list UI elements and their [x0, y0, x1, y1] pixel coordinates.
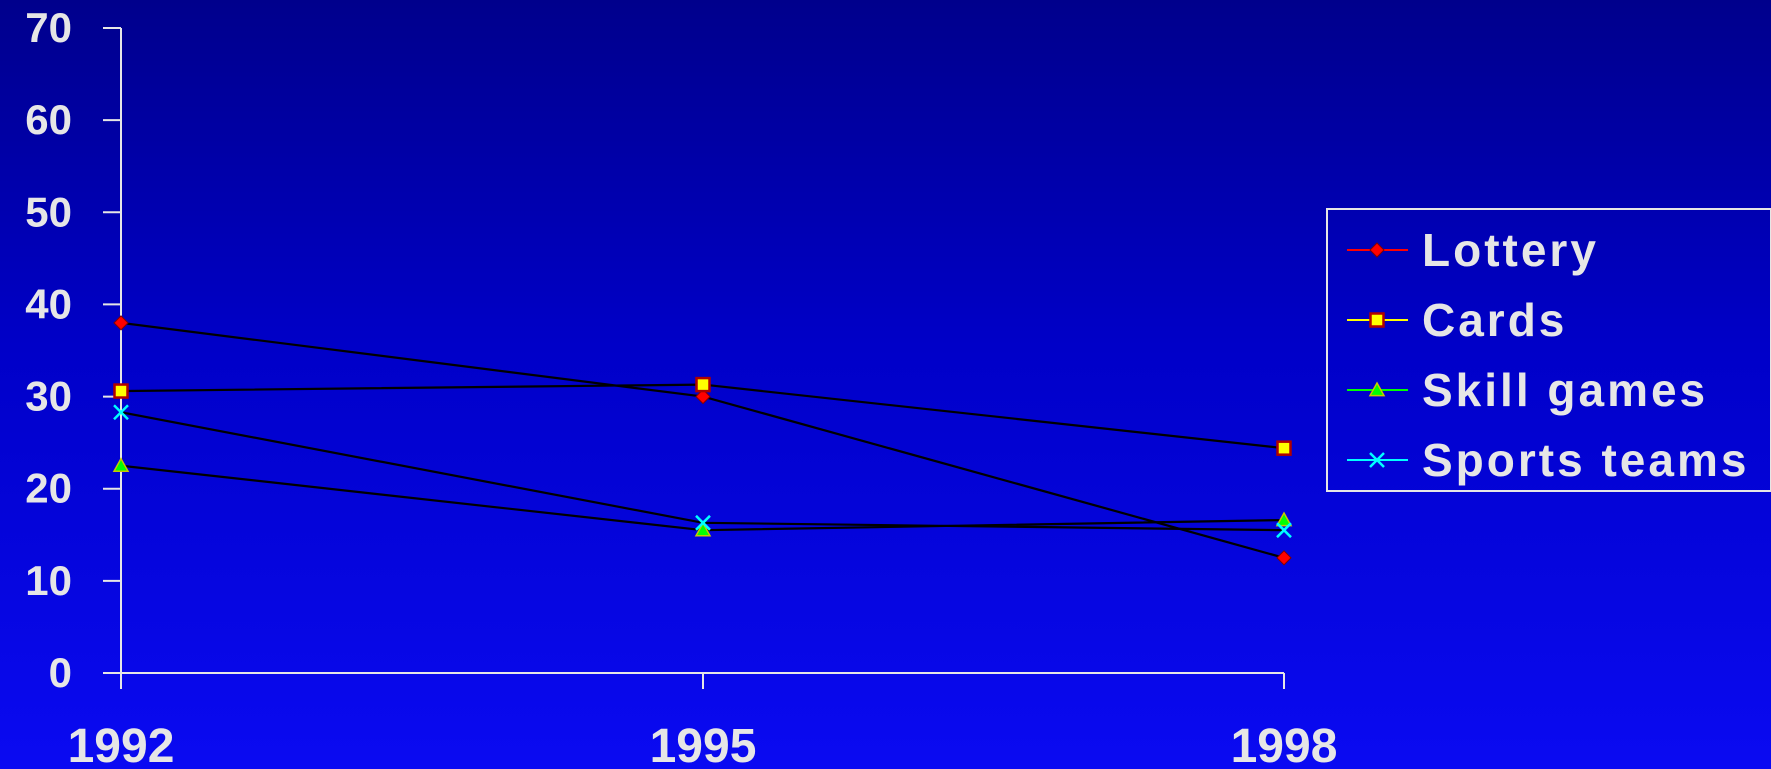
legend-item-cards: Cards	[1347, 294, 1567, 346]
series-line-skill-games	[120, 464, 1285, 532]
legend-box	[1326, 208, 1771, 492]
y-tick-label: 30	[25, 373, 72, 420]
data-point-lottery	[695, 388, 711, 405]
x-tick-label: 1998	[1231, 720, 1338, 769]
data-point-skill-games	[1275, 511, 1293, 527]
legend-marker-cards	[1369, 312, 1385, 328]
data-point-lottery	[113, 315, 129, 331]
data-point-cards	[113, 383, 129, 399]
x-tick-label: 1995	[650, 720, 757, 769]
legend-marker-skill-games	[1368, 381, 1386, 397]
data-point-skill-games	[694, 521, 712, 537]
data-point-sports-teams	[1276, 522, 1292, 539]
series-markers	[112, 315, 1293, 566]
y-tick-label: 10	[25, 557, 72, 604]
legend-marker-sports-teams	[1369, 452, 1385, 468]
data-point-sports-teams	[113, 404, 129, 421]
data-point-cards	[1276, 440, 1292, 456]
y-tick-label: 60	[25, 96, 72, 143]
y-tick-label: 40	[25, 280, 72, 327]
legend-item-skill-games: Skill games	[1347, 364, 1708, 416]
data-point-sports-teams	[695, 514, 711, 531]
legend-label: Skill games	[1422, 364, 1708, 416]
x-tick-label: 1992	[68, 720, 175, 769]
data-point-lottery	[1276, 550, 1292, 566]
data-point-skill-games	[112, 457, 130, 473]
data-point-cards	[695, 376, 711, 393]
legend-item-sports-teams: Sports teams	[1347, 434, 1749, 486]
axes: 0 10 20 30 40 50 60 70 1992 1995 1998	[25, 4, 1337, 769]
legend-label: Sports teams	[1422, 434, 1749, 486]
y-tick-label: 0	[49, 649, 72, 696]
legend-item-lottery: Lottery	[1347, 224, 1599, 276]
legend-label: Cards	[1422, 294, 1567, 346]
legend-label: Lottery	[1422, 224, 1599, 276]
legend-marker-lottery	[1369, 242, 1385, 258]
y-tick-label: 50	[25, 188, 72, 235]
y-tick-label: 70	[25, 4, 72, 51]
y-tick-label: 20	[25, 465, 72, 512]
legend: Lottery Cards Skill games Sports teams	[1326, 208, 1771, 492]
